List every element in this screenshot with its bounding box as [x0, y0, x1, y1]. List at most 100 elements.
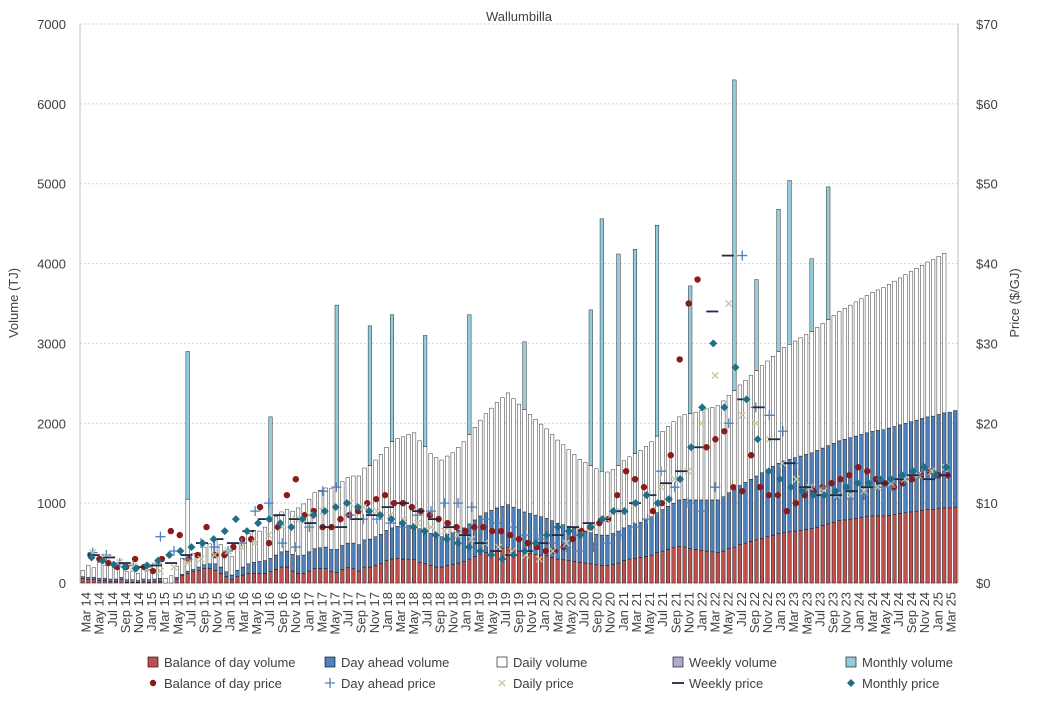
volume-bar: [456, 562, 461, 584]
volume-bar: [517, 403, 521, 510]
x-tick-label: Jul 20: [577, 592, 592, 627]
volume-bar: [152, 581, 157, 584]
volume-bar: [599, 218, 604, 472]
price-point: [709, 339, 718, 348]
volume-bar: [886, 514, 891, 584]
volume-bar: [340, 569, 345, 584]
price-point: [365, 507, 374, 516]
volume-bar: [743, 379, 748, 483]
volume-bar: [627, 558, 632, 584]
volume-bar: [174, 577, 179, 580]
x-tick-label: May 18: [406, 592, 421, 635]
volume-bar: [472, 427, 477, 521]
volume-bar: [561, 524, 566, 561]
volume-bar: [909, 511, 914, 584]
volume-bar: [826, 523, 831, 584]
price-point: [664, 495, 673, 504]
volume-bar: [594, 468, 599, 535]
volume-bar: [572, 561, 577, 584]
volume-bar: [638, 557, 643, 584]
x-tick-label: Sep 15: [196, 592, 211, 633]
x-tick-label: May 23: [799, 592, 814, 635]
price-point: [409, 523, 418, 532]
volume-bar: [594, 564, 599, 584]
volume-bar: [632, 248, 637, 454]
volume-bar: [704, 499, 709, 552]
price-point: [860, 487, 868, 495]
volume-bar: [798, 337, 803, 457]
price-point: [143, 561, 152, 570]
price-point: [737, 250, 748, 261]
legend: Balance of day volume Day ahead volume Dai…: [147, 655, 953, 691]
volume-bar: [290, 554, 295, 572]
price-point: [553, 523, 562, 532]
volume-bar: [925, 416, 930, 510]
x-tick-label: Mar 22: [708, 592, 723, 632]
x-tick-label: Sep 17: [354, 592, 369, 633]
volume-bar: [329, 549, 334, 573]
price-point: [777, 426, 788, 437]
volume-bar: [732, 79, 737, 391]
price-point: [165, 551, 174, 560]
volume-bar: [334, 549, 339, 573]
volume-bar: [898, 277, 903, 426]
volume-bar: [765, 536, 770, 584]
volume-bar: [351, 475, 356, 544]
price-point: [738, 411, 746, 419]
price-point: [587, 523, 596, 532]
volume-bar: [119, 577, 124, 581]
price-point: [574, 546, 585, 557]
volume-bar: [207, 568, 212, 584]
volume-bar: [853, 301, 858, 437]
volume-bar: [666, 426, 671, 507]
price-point: [809, 491, 818, 500]
volume-bar: [229, 574, 234, 581]
x-tick-label: May 20: [563, 592, 578, 635]
volume-bar: [467, 434, 472, 525]
price-point: [685, 300, 692, 307]
volume-bar: [207, 563, 212, 569]
price-point: [837, 475, 844, 483]
price-point: [614, 491, 621, 499]
volume-bar: [494, 402, 499, 509]
volume-bar: [616, 562, 621, 584]
price-point: [224, 547, 232, 555]
volume-bar: [875, 289, 880, 431]
volume-bar: [771, 356, 776, 467]
volume-bar: [660, 550, 665, 584]
x-tick-label: Jan 24: [852, 592, 867, 631]
x-tick-label: Sep 20: [590, 592, 605, 633]
volume-bar: [621, 460, 626, 529]
price-point: [231, 515, 240, 524]
volume-bar: [864, 295, 869, 434]
axes: 0 1000 2000 3000 4000 5000 6000 7000 $0 $10 $20 $30…: [37, 17, 998, 635]
volume-bar: [91, 567, 96, 578]
legend-item: Balance of day volume: [147, 655, 296, 670]
price-point: [265, 531, 273, 539]
volume-bar: [296, 555, 301, 574]
volume-bar: [323, 487, 328, 548]
price-point: [720, 403, 729, 412]
volume-bar: [776, 463, 781, 534]
volume-bar: [644, 446, 649, 521]
price-point: [842, 483, 851, 492]
x-tick-label: Mar 15: [157, 592, 172, 632]
price-point: [381, 491, 389, 499]
volume-bar: [108, 581, 113, 584]
volume-bar: [859, 517, 864, 584]
volume-bar: [881, 429, 886, 517]
volume-bar: [395, 526, 400, 559]
volume-bar: [274, 516, 279, 556]
volume-bar: [246, 563, 251, 574]
volume-bar: [776, 209, 781, 352]
volume-bar: [704, 408, 709, 501]
volume-bar: [323, 546, 328, 569]
volume-bar: [748, 375, 753, 480]
price-point: [725, 299, 733, 308]
price-markers: [87, 250, 951, 575]
price-point: [426, 506, 437, 517]
volume-bar: [732, 546, 737, 584]
volume-bar: [80, 570, 85, 577]
volume-bar: [870, 292, 875, 432]
volume-bar: [367, 325, 372, 466]
